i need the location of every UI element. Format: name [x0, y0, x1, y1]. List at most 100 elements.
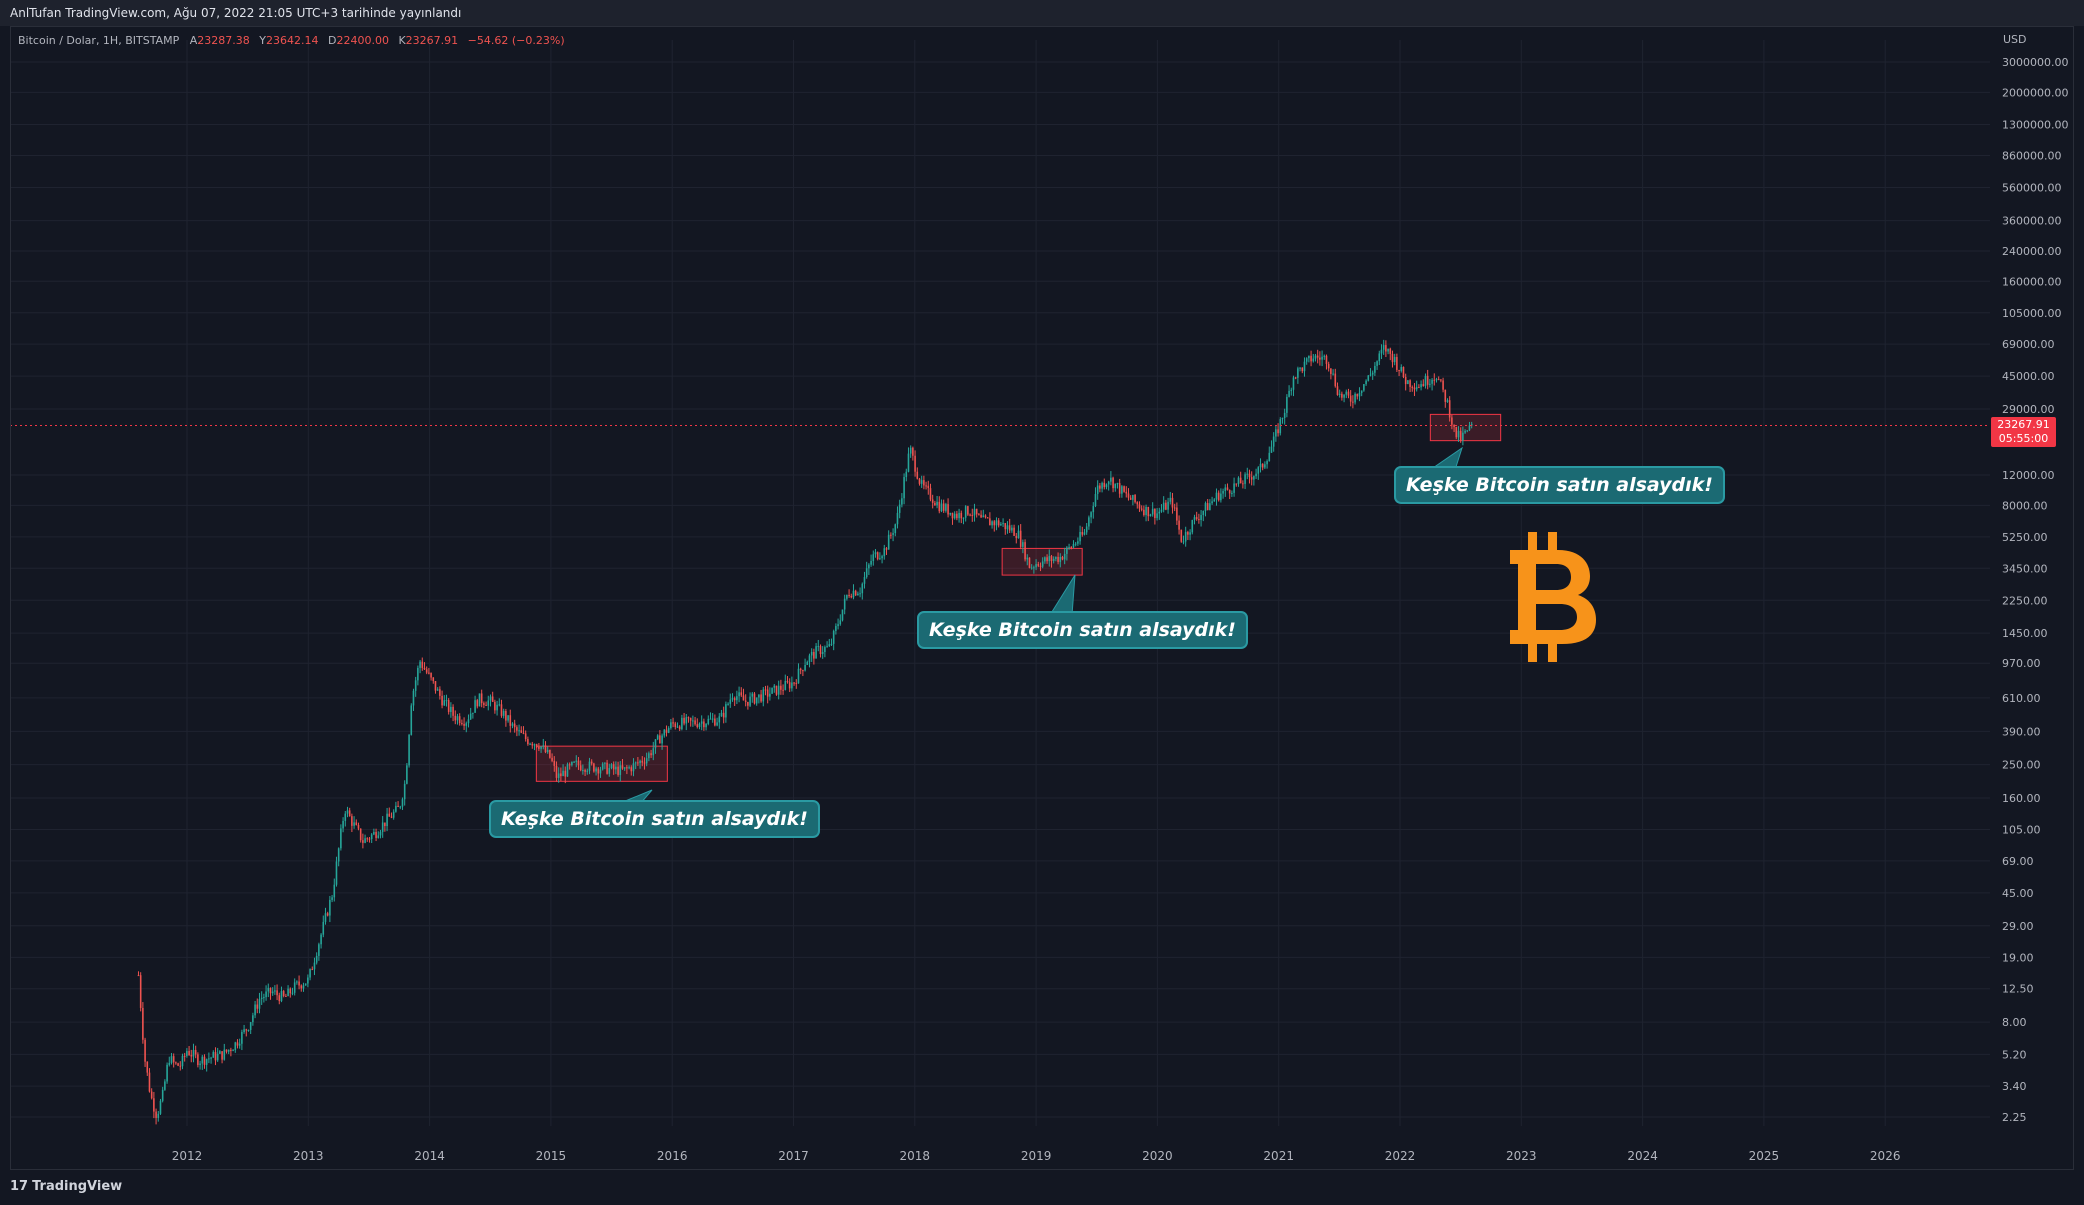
candle-body: [417, 667, 419, 681]
candle-body: [1332, 373, 1334, 375]
candle-body: [1138, 504, 1141, 509]
price-axis-ticks[interactable]: 3000000.00 2000000.00 1300000.00 860000.00 5…: [2002, 56, 2068, 1124]
price-tick-label: 8000.00: [2002, 499, 2048, 512]
candle-body: [260, 997, 263, 1000]
candle-body: [1184, 532, 1187, 542]
candle-body: [617, 766, 619, 775]
candle-body: [1134, 494, 1136, 503]
candle-body: [1140, 508, 1143, 510]
candle-body: [386, 813, 388, 827]
candle-body: [309, 969, 311, 978]
candle-body: [1424, 375, 1427, 386]
price-tick-label: 3000000.00: [2002, 56, 2068, 69]
callout-2015-bottom[interactable]: Keşke Bitcoin satın alsaydık!: [489, 800, 820, 838]
candle-body: [1435, 379, 1438, 381]
candle-body: [615, 766, 617, 770]
candle-body: [1145, 506, 1147, 516]
candle-body: [1213, 499, 1216, 502]
candle-body: [144, 1039, 146, 1062]
candle-body: [568, 764, 571, 766]
candle-body: [1242, 483, 1244, 485]
candle-body: [280, 991, 283, 1002]
candle-body: [1189, 532, 1191, 535]
candle-body: [428, 672, 430, 674]
candle-body: [1451, 417, 1453, 425]
candle-body: [1195, 517, 1198, 520]
candle-body: [1231, 492, 1233, 494]
candle-body: [604, 762, 606, 764]
candle-body: [485, 704, 487, 706]
candle-body: [1191, 520, 1194, 533]
candle-body: [146, 1061, 149, 1073]
candle-body: [879, 558, 881, 560]
candle-body: [258, 999, 261, 1009]
candle-body: [142, 1007, 144, 1040]
candle-body: [375, 831, 377, 838]
candle-body: [458, 716, 461, 724]
time-axis-ticks[interactable]: 2012 2013 2014 2015 2016 2017 2018 2019 2020 2021…: [172, 1149, 1901, 1163]
callout-2022-bottom[interactable]: Keşke Bitcoin satın alsaydık!: [1394, 466, 1725, 504]
candle-body: [474, 700, 476, 713]
candle-body: [874, 552, 877, 555]
candle-body: [1132, 494, 1134, 500]
candle-body: [452, 706, 454, 716]
year-tick-label: 2012: [172, 1149, 203, 1163]
candle-body: [1151, 508, 1154, 515]
candle-body: [890, 534, 892, 536]
candle-body: [1314, 355, 1317, 359]
candle-body: [749, 696, 751, 706]
candle-body: [318, 944, 320, 956]
symbol-name: Bitcoin / Dolar, 1H, BITSTAMP: [18, 34, 180, 47]
candle-body: [269, 987, 272, 994]
candle-body: [894, 524, 897, 534]
candle-body: [355, 822, 358, 825]
candle-body: [1112, 477, 1114, 489]
candle-body: [698, 723, 701, 727]
year-tick-label: 2024: [1627, 1149, 1658, 1163]
high-label: Y: [259, 34, 266, 47]
candle-body: [1059, 556, 1062, 562]
candle-body: [263, 997, 265, 999]
candle-body: [1081, 531, 1084, 535]
candle-body: [313, 962, 316, 970]
candle-body: [1305, 358, 1308, 362]
candle-body: [810, 652, 813, 656]
candle-body: [830, 643, 833, 645]
tradingview-logo[interactable]: 17 TradingView: [10, 1179, 122, 1194]
candle-body: [1356, 393, 1359, 397]
price-tick-label: 160.00: [2002, 792, 2041, 805]
candle-body: [1002, 523, 1004, 525]
candle-body: [390, 816, 393, 818]
candle-body: [155, 1111, 157, 1118]
candle-body: [1336, 386, 1339, 395]
candle-body: [1253, 476, 1255, 480]
candle-body: [1360, 390, 1363, 393]
candle-body: [364, 838, 366, 843]
candle-body: [870, 560, 872, 565]
candle-body: [1292, 377, 1295, 390]
candle-body: [478, 693, 481, 707]
candle-body: [1127, 493, 1130, 498]
candle-body: [214, 1052, 217, 1061]
candle-body: [920, 480, 923, 484]
close-value: 23267.91: [405, 34, 459, 47]
candle-body: [953, 513, 956, 519]
price-tick-label: 19.00: [2002, 951, 2034, 964]
candle-body: [333, 884, 336, 898]
candle-body: [674, 723, 677, 728]
candle-body: [1200, 514, 1202, 520]
candle-body: [641, 760, 644, 763]
candle-body: [588, 761, 591, 771]
candle-body: [573, 761, 575, 763]
symbol-legend[interactable]: Bitcoin / Dolar, 1H, BITSTAMP A23287.38 …: [18, 33, 571, 49]
candle-body: [619, 765, 622, 775]
candle-body: [1180, 529, 1183, 542]
callout-2019-bottom[interactable]: Keşke Bitcoin satın alsaydık!: [917, 611, 1248, 649]
candle-body: [1334, 373, 1337, 387]
candle-body: [351, 816, 353, 826]
candle-body: [1464, 430, 1466, 433]
candle-body: [307, 977, 309, 984]
candle-body: [1222, 491, 1224, 494]
candle-body: [1072, 544, 1075, 548]
